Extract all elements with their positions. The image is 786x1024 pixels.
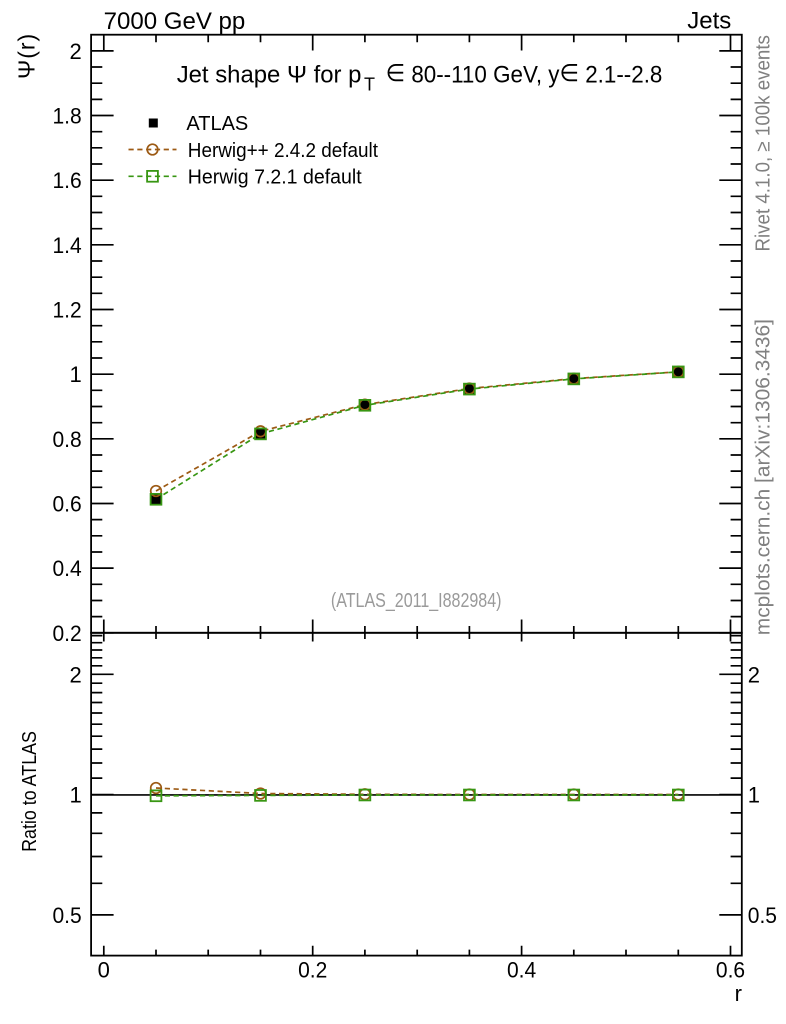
svg-text:1: 1 (748, 783, 760, 808)
svg-text:1: 1 (69, 362, 81, 387)
svg-text:Herwig++ 2.4.2 default: Herwig++ 2.4.2 default (188, 140, 379, 162)
svg-text:7000 GeV pp: 7000 GeV pp (104, 8, 246, 35)
svg-text:1.6: 1.6 (53, 168, 82, 193)
svg-text:0.6: 0.6 (716, 958, 745, 983)
svg-text:Herwig 7.2.1 default: Herwig 7.2.1 default (188, 167, 362, 189)
svg-text:T: T (364, 75, 375, 95)
svg-text:2: 2 (69, 662, 81, 687)
svg-text:0.8: 0.8 (53, 427, 82, 452)
svg-text:mcplots.cern.ch [arXiv:1306.34: mcplots.cern.ch [arXiv:1306.3436] (751, 319, 774, 635)
svg-text:2: 2 (69, 39, 81, 64)
svg-text:0.4: 0.4 (507, 958, 536, 983)
svg-text:1.4: 1.4 (53, 233, 82, 258)
svg-text:∈ 80--110 GeV, y∈ 2.1--2.8: ∈ 80--110 GeV, y∈ 2.1--2.8 (386, 60, 663, 88)
svg-text:1.2: 1.2 (53, 298, 82, 323)
svg-text:Jets: Jets (687, 8, 731, 35)
svg-text:ATLAS: ATLAS (186, 113, 248, 135)
svg-text:0.2: 0.2 (53, 621, 82, 646)
svg-text:0.5: 0.5 (748, 903, 777, 928)
svg-text:1.8: 1.8 (53, 104, 82, 129)
svg-text:0.2: 0.2 (298, 958, 327, 983)
svg-text:0.5: 0.5 (53, 903, 82, 928)
svg-text:Ψ(r): Ψ(r) (14, 33, 40, 79)
svg-text:0: 0 (98, 958, 110, 983)
svg-text:Ratio to ATLAS: Ratio to ATLAS (19, 731, 41, 852)
svg-text:r: r (735, 981, 742, 1006)
svg-text:1: 1 (69, 783, 81, 808)
svg-text:(ATLAS_2011_I882984): (ATLAS_2011_I882984) (331, 590, 502, 612)
svg-text:0.4: 0.4 (53, 556, 82, 581)
svg-text:Rivet 4.1.0, ≥ 100k events: Rivet 4.1.0, ≥ 100k events (752, 35, 774, 251)
svg-text:0.6: 0.6 (53, 492, 82, 517)
svg-text:Jet shape Ψ for p: Jet shape Ψ for p (177, 62, 362, 89)
svg-text:2: 2 (748, 662, 760, 687)
